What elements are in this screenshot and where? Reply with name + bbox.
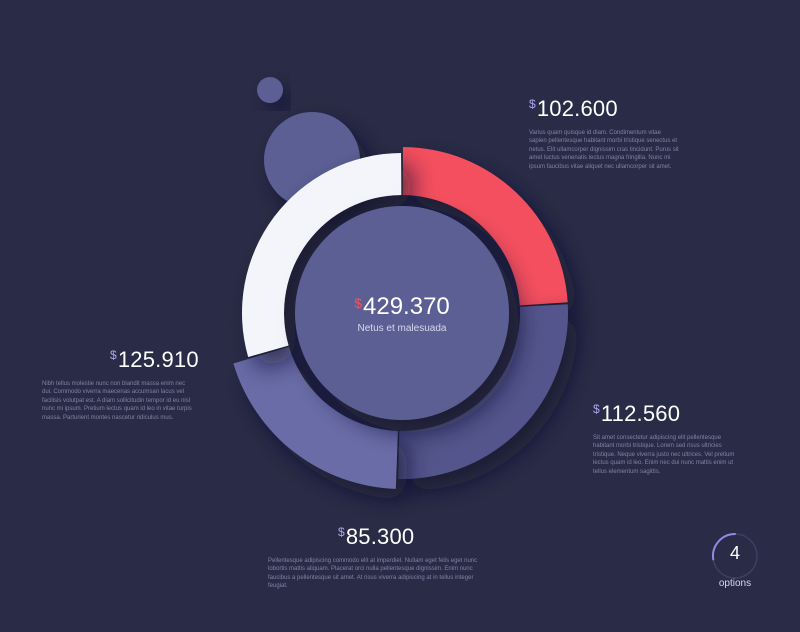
currency-symbol: $ (529, 97, 536, 111)
segment-value: 102.600 (536, 96, 618, 121)
callout-segment-2: $112.560 Sit amet consectetur adipiscing… (593, 401, 743, 476)
options-indicator (712, 533, 758, 579)
currency-symbol: $ (593, 402, 600, 416)
currency-symbol: $ (338, 525, 345, 539)
callout-segment-4: $125.910 Nibh tellus molestie nunc non b… (42, 347, 200, 422)
total-currency: $ (354, 295, 363, 311)
currency-symbol: $ (110, 348, 117, 362)
segment-value: 85.300 (345, 524, 415, 549)
center-total: $429.370 Netus et malesuada (302, 293, 502, 334)
callout-segment-1: $102.600 Varius quam quisque id diam. Co… (529, 96, 679, 171)
donut-segment-2 (398, 304, 569, 480)
options-ring-progress (712, 533, 736, 561)
total-label: Netus et malesuada (357, 323, 447, 334)
donut-segments (233, 147, 569, 489)
total-value: $429.370 (302, 293, 502, 321)
data-label: $102.600 (529, 96, 679, 122)
data-label: $112.560 (593, 401, 743, 427)
segment-description: Pellentesque adipiscing commodo elit at … (268, 558, 478, 590)
segment-description: Nibh tellus molestie nunc non blandit ma… (42, 381, 192, 421)
segment-value: 125.910 (117, 347, 199, 372)
total-amount: 429.370 (363, 293, 450, 320)
segment-description: Varius quam quisque id diam. Condimentum… (529, 130, 679, 170)
donut-segment-3 (233, 346, 398, 489)
data-label: $125.910 (110, 347, 200, 373)
center-disc (295, 206, 509, 420)
donut-segment-1 (402, 147, 568, 306)
options-label: options (718, 578, 752, 589)
donut-segment-4 (241, 153, 402, 358)
segment-value: 112.560 (600, 401, 681, 426)
decor-circle-small (257, 77, 283, 103)
segment-description: Sit amet consectetur adipiscing elit pel… (593, 435, 735, 475)
callout-segment-3: $85.300 Pellentesque adipiscing commodo … (268, 524, 488, 591)
options-number: 4 (729, 543, 740, 563)
options-count: 4 options (705, 543, 765, 589)
data-label: $85.300 (338, 524, 488, 550)
